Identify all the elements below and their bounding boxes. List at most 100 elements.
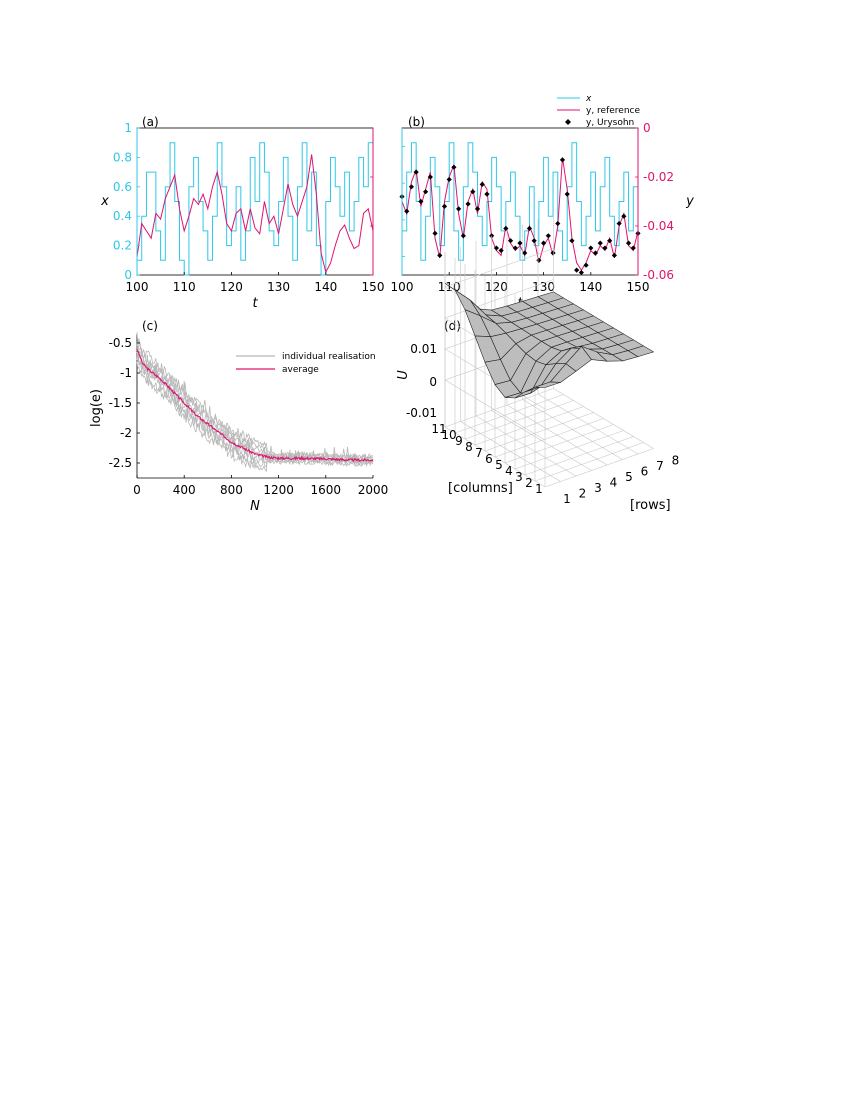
- panel-c-realisation-line: [136, 332, 374, 460]
- panel-a-plot: [136, 142, 374, 276]
- panel-b-urysohn-marker: [559, 157, 566, 163]
- panel-d-floor-grid-line: [474, 406, 584, 446]
- panel-d-floor-grid-line: [494, 418, 604, 458]
- panel-d-column-tick-label: 8: [465, 440, 473, 454]
- panel-d-column-tick-label: 10: [441, 428, 456, 442]
- panel-d-row-tick-label: 8: [672, 454, 680, 468]
- panel-c-realisation-line: [136, 361, 374, 473]
- panel-b-urysohn-marker: [564, 191, 570, 197]
- panel-b-urysohn-marker: [550, 250, 556, 256]
- panel-d-floor-grid-line: [524, 436, 634, 476]
- panel-b-urysohn-marker: [470, 189, 476, 195]
- panel-d-ylabel: [columns]: [448, 481, 513, 496]
- panel-b-ytick-label: 0: [643, 121, 651, 135]
- panel-b-urysohn-marker: [574, 267, 580, 273]
- panel-b-xtick-label: 150: [627, 280, 650, 294]
- panel-d-row-tick-label: 2: [579, 487, 587, 501]
- panel-c-xtick-label: 800: [220, 483, 243, 497]
- panel-a-ytick-label: 1: [124, 121, 132, 135]
- panel-b-urysohn-marker: [484, 191, 490, 197]
- panel-a-ylabel: x: [100, 194, 109, 209]
- panel-c-legend: individual realisation average: [236, 352, 376, 375]
- panel-b-urysohn-marker: [602, 245, 608, 251]
- panel-b-urysohn-marker: [592, 250, 599, 256]
- panel-c-realisation-line: [136, 347, 374, 463]
- panel-d-floor-grid-line: [464, 400, 574, 440]
- panel-d-column-tick-label: 11: [431, 422, 446, 436]
- legend-y-urysohn-swatch: [565, 119, 571, 125]
- panel-b-legend: x y, reference y, Urysohn: [557, 94, 640, 128]
- panel-b-urysohn-marker: [427, 174, 433, 180]
- panel-d-floor-grid-line: [454, 394, 564, 434]
- panel-b-urysohn-marker: [531, 238, 537, 244]
- panel-b: (b) 100 110 120 130 140 150 0-0.02-0.04-0.06 …: [391, 94, 695, 311]
- panel-b-urysohn-marker: [446, 176, 452, 183]
- panel-d-column-tick-label: 4: [505, 464, 513, 478]
- panel-a-xticks: 100 110 120 130 140 150: [126, 272, 384, 294]
- panel-b-urysohn-marker: [541, 240, 547, 246]
- panel-b-urysohn-marker: [625, 240, 632, 246]
- panel-c-ylabel: log(e): [89, 389, 104, 427]
- panel-c-xtick-label: 0: [133, 483, 141, 497]
- panel-b-urysohn-marker: [437, 252, 443, 258]
- panel-c-xticks: 0 400 800 1200 1600 2000: [133, 475, 388, 497]
- panel-b-urysohn-marker: [418, 198, 424, 205]
- panel-c-ytick-label: -1.5: [109, 396, 132, 410]
- panel-d-row-tick-label: 1: [563, 492, 571, 506]
- panel-d-row-tick-label: 4: [610, 476, 618, 490]
- panel-b-urysohn-marker: [517, 240, 523, 246]
- panel-b-urysohn-marker: [522, 250, 528, 256]
- panel-a-ytick-label: 0: [124, 268, 132, 282]
- panel-b-xtick-label: 130: [532, 280, 555, 294]
- panel-b-urysohn-marker: [498, 247, 504, 254]
- panel-b-urysohn-marker: [536, 257, 542, 263]
- panel-c-average-line: [136, 349, 374, 462]
- panel-b-urysohn-marker: [493, 245, 499, 251]
- panel-d-ztick-label: -0.01: [406, 406, 437, 420]
- panel-b-series-x: [402, 142, 638, 261]
- panel-d-column-tick-label: 2: [525, 476, 533, 490]
- panel-d-floor-grid-line: [544, 448, 654, 488]
- panel-d-floor-grid-line: [504, 424, 614, 464]
- panel-d-column-tick-label: 1: [535, 482, 543, 496]
- panel-b-xtick-label: 100: [391, 280, 414, 294]
- panel-d-column-tick-label: 6: [485, 452, 493, 466]
- legend-y-reference-label: y, reference: [586, 106, 640, 116]
- panel-a: (a) 100 110 120 130 140 150 00.20.40.60.81 t …: [100, 115, 384, 311]
- panel-b-urysohn-marker: [451, 164, 457, 170]
- legend-average-label: average: [282, 365, 319, 375]
- panel-c: (c) 0 400 800 1200 1600 2000 -0.5 -1 -1.5 -2 -2.5…: [89, 319, 388, 514]
- panel-c-plot: [136, 332, 374, 473]
- panel-b-yticks: 0 -0.02 -0.04 -0.06: [401, 121, 674, 282]
- panel-b-urysohn-marker: [569, 238, 575, 244]
- panel-b-ylabel: y: [685, 194, 694, 209]
- panel-b-urysohn-marker: [408, 184, 415, 190]
- panel-d-zlabel: U: [396, 370, 411, 380]
- panel-a-xtick-label: 140: [314, 280, 337, 294]
- panel-b-urysohn-marker: [611, 252, 617, 258]
- panel-c-label: (c): [142, 319, 158, 333]
- panel-a-label: (a): [142, 115, 159, 129]
- panel-d-floor-grid-line: [484, 412, 594, 452]
- panel-a-ytick-label: 0.4: [113, 209, 132, 223]
- panel-b-urysohn-marker: [507, 238, 514, 244]
- panel-b-ytick-label: -0.06: [643, 268, 674, 282]
- panel-b-urysohn-marker: [555, 220, 561, 227]
- panel-b-urysohn-marker: [630, 245, 636, 251]
- panel-b-urysohn-marker: [607, 238, 613, 244]
- legend-x-label: x: [585, 94, 592, 104]
- panel-b-urysohn-marker: [578, 269, 584, 276]
- panel-d-row-tick-label: 3: [594, 481, 602, 495]
- panel-c-ytick-label: -2: [120, 426, 132, 440]
- panel-a-series-y: [136, 154, 374, 274]
- panel-c-xtick-label: 1600: [311, 483, 342, 497]
- panel-b-urysohn-marker: [503, 225, 509, 232]
- panel-d-row-tick-label: 5: [625, 470, 633, 484]
- panel-d-row-tick-label: 6: [641, 465, 649, 479]
- panel-b-urysohn-marker: [441, 203, 448, 210]
- panel-b-urysohn-marker: [512, 245, 518, 251]
- panel-b-urysohn-marker: [423, 189, 429, 195]
